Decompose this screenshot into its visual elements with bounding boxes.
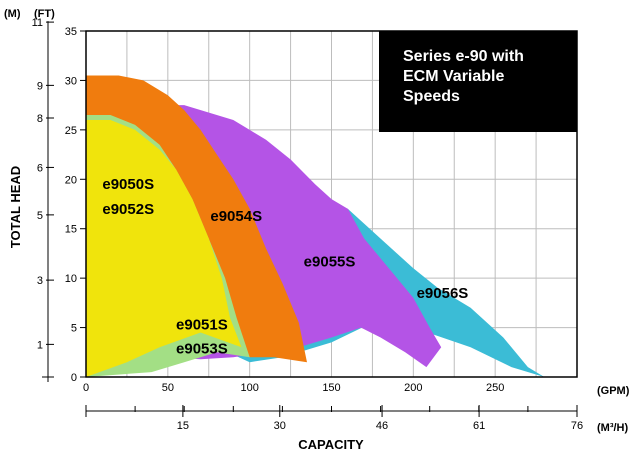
m-tick-label: 5 bbox=[37, 210, 43, 222]
m3h-tick-label: 46 bbox=[376, 420, 388, 432]
m-tick-label: 1 bbox=[37, 339, 43, 351]
series-title-line-3: Speeds bbox=[403, 88, 460, 105]
ft-tick-label: 15 bbox=[65, 224, 77, 236]
gpm-tick-label: 200 bbox=[404, 382, 422, 394]
curve-area-4 bbox=[86, 120, 242, 377]
m3h-tick-label: 30 bbox=[274, 420, 286, 432]
ft-tick-label: 0 bbox=[71, 372, 77, 384]
x-axis-title: CAPACITY bbox=[298, 437, 364, 452]
m-tick-label: 9 bbox=[37, 80, 43, 92]
ft-tick-label: 10 bbox=[65, 273, 77, 285]
curve-labels: e9050S e9052S e9054S e9055S e9056S e9051S e905… bbox=[102, 176, 468, 357]
gpm-tick-label: 0 bbox=[83, 382, 89, 394]
m-tick-label: 8 bbox=[37, 113, 43, 125]
series-title-line-1: Series e-90 with bbox=[403, 48, 524, 65]
m3h-tick-label: 15 bbox=[177, 420, 189, 432]
x-unit-gpm-label: (GPM) bbox=[597, 385, 630, 397]
ft-tick-label: 20 bbox=[65, 174, 77, 186]
plot-frame bbox=[85, 30, 578, 378]
curve-label: e9056S bbox=[417, 285, 469, 302]
series-title-box bbox=[379, 31, 577, 132]
series-title-line-2: ECM Variable bbox=[403, 68, 504, 85]
gpm-tick-label: 100 bbox=[240, 382, 258, 394]
m3h-tick-label: 76 bbox=[571, 420, 583, 432]
ft-tick-label: 30 bbox=[65, 75, 77, 87]
gpm-tick-label: 250 bbox=[486, 382, 504, 394]
curve-label: e9050S bbox=[102, 176, 154, 193]
x-unit-m3h-label: (M³/H) bbox=[597, 422, 628, 434]
ft-tick-label: 25 bbox=[65, 125, 77, 137]
gpm-tick-label: 50 bbox=[162, 382, 174, 394]
gpm-tick-label: 150 bbox=[322, 382, 340, 394]
y-axis-title: TOTAL HEAD bbox=[8, 166, 23, 248]
curve-label: e9051S bbox=[176, 317, 228, 334]
curve-areas bbox=[86, 75, 545, 377]
ft-tick-label: 35 bbox=[65, 26, 77, 38]
m-tick-label: 11 bbox=[32, 17, 43, 29]
m-tick-label: 3 bbox=[37, 275, 43, 287]
ft-tick-label: 5 bbox=[71, 323, 77, 335]
curve-label: e9055S bbox=[304, 253, 356, 270]
curve-label: e9054S bbox=[210, 208, 262, 225]
curve-label: e9052S bbox=[102, 201, 154, 218]
y-unit-ft-label: (FT) bbox=[34, 8, 55, 20]
curve-label: e9053S bbox=[176, 340, 228, 357]
y-unit-m-label: (M) bbox=[4, 8, 21, 20]
m-tick-label: 6 bbox=[37, 162, 43, 174]
m3h-tick-label: 61 bbox=[473, 420, 485, 432]
